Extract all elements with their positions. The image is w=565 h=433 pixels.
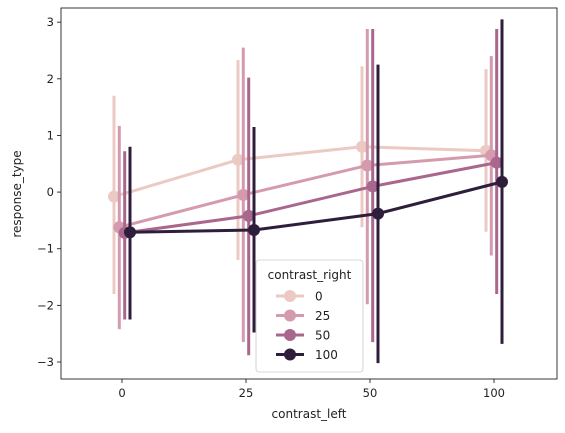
data-point-50-25	[242, 209, 255, 222]
series-line-100	[129, 180, 503, 234]
series-line-50	[124, 161, 497, 235]
x-tick-label-100: 100	[483, 386, 505, 400]
data-point-100-50	[372, 207, 384, 220]
data-point-0-50	[356, 140, 368, 153]
y-axis-label: response_type	[10, 150, 24, 237]
data-point-25-50	[361, 159, 374, 172]
series-0	[108, 60, 492, 295]
legend-box	[255, 259, 364, 373]
legend-marker-100	[284, 348, 296, 361]
legend-entries: 0 25 50 100	[276, 290, 338, 362]
series-line-25	[118, 153, 492, 229]
data-point-100-0	[124, 226, 136, 239]
x-tick-label-50: 50	[363, 386, 378, 400]
x-axis: 0 25 50 100	[118, 379, 505, 400]
plot-frame	[60, 7, 558, 380]
legend-label-0: 0	[315, 290, 323, 304]
y-tick-label-0: 3	[47, 15, 54, 29]
data-point-50-50	[366, 180, 379, 193]
legend-marker-25	[284, 309, 296, 322]
y-tick-label-3: 0	[47, 185, 54, 199]
x-axis-label: contrast_left	[272, 407, 347, 421]
y-axis: 3 2 1 0 −1 −2 −3	[37, 15, 61, 369]
series-25	[113, 28, 498, 343]
y-tick-label-5: −2	[37, 298, 54, 312]
y-tick-label-2: 1	[47, 128, 54, 142]
series-50	[118, 28, 503, 356]
data-point-0-0	[108, 190, 120, 203]
legend-marker-0	[284, 290, 296, 302]
legend-label-100: 100	[315, 348, 338, 362]
data-point-25-25	[237, 188, 250, 201]
x-tick-label-0: 0	[118, 386, 125, 400]
legend: contrast_right 0 25 50 100	[255, 259, 364, 373]
data-point-0-25	[232, 153, 244, 166]
y-tick-label-1: 2	[47, 72, 54, 86]
plot-content	[108, 19, 508, 364]
legend-marker-50	[284, 329, 296, 341]
legend-label-50: 50	[315, 329, 330, 343]
x-tick-label-25: 25	[239, 386, 254, 400]
data-point-100-25	[248, 224, 260, 237]
series-100	[124, 19, 508, 364]
series-line-0	[113, 145, 487, 199]
legend-label-25: 25	[315, 309, 330, 323]
y-tick-label-6: −3	[37, 355, 54, 369]
legend-title: contrast_right	[268, 268, 352, 282]
data-point-100-100	[496, 175, 508, 188]
data-point-50-100	[490, 156, 503, 169]
y-tick-label-4: −1	[37, 242, 54, 256]
